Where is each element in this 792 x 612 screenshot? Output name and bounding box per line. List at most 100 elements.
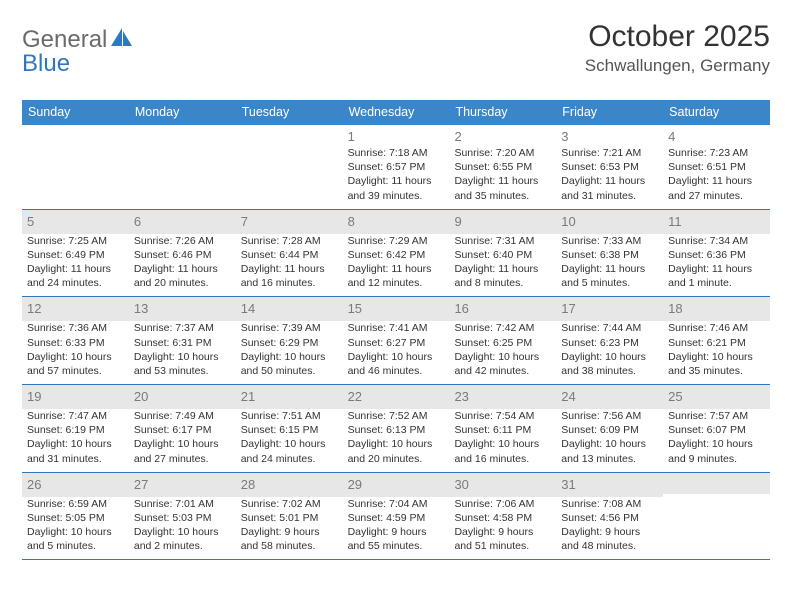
sunset-text: Sunset: 6:07 PM <box>668 423 765 437</box>
day-info: Sunrise: 7:01 AMSunset: 5:03 PMDaylight:… <box>134 497 231 554</box>
month-title: October 2025 <box>585 20 770 54</box>
daylight-text: Daylight: 10 hours and 35 minutes. <box>668 350 765 378</box>
sunrise-text: Sunrise: 6:59 AM <box>27 497 124 511</box>
week-row: 19Sunrise: 7:47 AMSunset: 6:19 PMDayligh… <box>22 385 770 473</box>
daylight-text: Daylight: 10 hours and 53 minutes. <box>134 350 231 378</box>
daylight-text: Daylight: 11 hours and 1 minute. <box>668 262 765 290</box>
day-number: 23 <box>454 387 551 404</box>
title-block: October 2025 Schwallungen, Germany <box>585 20 770 76</box>
sunrise-text: Sunrise: 7:26 AM <box>134 234 231 248</box>
day-number: 25 <box>668 387 765 404</box>
calendar-cell: 15Sunrise: 7:41 AMSunset: 6:27 PMDayligh… <box>343 297 450 384</box>
daylight-text: Daylight: 11 hours and 31 minutes. <box>561 174 658 202</box>
day-number: 13 <box>134 299 231 316</box>
day-number: 4 <box>668 127 765 144</box>
sunset-text: Sunset: 6:42 PM <box>348 248 445 262</box>
sunset-text: Sunset: 6:46 PM <box>134 248 231 262</box>
sunset-text: Sunset: 5:05 PM <box>27 511 124 525</box>
day-header: Saturday <box>663 100 770 125</box>
day-number: 26 <box>27 475 124 492</box>
sunrise-text: Sunrise: 7:41 AM <box>348 321 445 335</box>
daylight-text: Daylight: 10 hours and 24 minutes. <box>241 437 338 465</box>
day-info: Sunrise: 7:39 AMSunset: 6:29 PMDaylight:… <box>241 321 338 378</box>
calendar-cell: 10Sunrise: 7:33 AMSunset: 6:38 PMDayligh… <box>556 210 663 297</box>
sunset-text: Sunset: 4:59 PM <box>348 511 445 525</box>
sunset-text: Sunset: 6:51 PM <box>668 160 765 174</box>
sunrise-text: Sunrise: 7:54 AM <box>454 409 551 423</box>
sunset-text: Sunset: 6:23 PM <box>561 336 658 350</box>
sunrise-text: Sunrise: 7:57 AM <box>668 409 765 423</box>
sunrise-text: Sunrise: 7:23 AM <box>668 146 765 160</box>
daylight-text: Daylight: 11 hours and 20 minutes. <box>134 262 231 290</box>
daylight-text: Daylight: 10 hours and 38 minutes. <box>561 350 658 378</box>
week-row: 5Sunrise: 7:25 AMSunset: 6:49 PMDaylight… <box>22 210 770 298</box>
daylight-text: Daylight: 9 hours and 51 minutes. <box>454 525 551 553</box>
calendar-cell: 20Sunrise: 7:49 AMSunset: 6:17 PMDayligh… <box>129 385 236 472</box>
calendar-cell <box>236 125 343 209</box>
sunrise-text: Sunrise: 7:21 AM <box>561 146 658 160</box>
day-number: 24 <box>561 387 658 404</box>
sunset-text: Sunset: 6:31 PM <box>134 336 231 350</box>
sunset-text: Sunset: 5:01 PM <box>241 511 338 525</box>
day-info: Sunrise: 6:59 AMSunset: 5:05 PMDaylight:… <box>27 497 124 554</box>
day-info: Sunrise: 7:56 AMSunset: 6:09 PMDaylight:… <box>561 409 658 466</box>
daylight-text: Daylight: 11 hours and 5 minutes. <box>561 262 658 290</box>
day-number: 14 <box>241 299 338 316</box>
calendar-cell: 11Sunrise: 7:34 AMSunset: 6:36 PMDayligh… <box>663 210 770 297</box>
day-info: Sunrise: 7:02 AMSunset: 5:01 PMDaylight:… <box>241 497 338 554</box>
day-number: 18 <box>668 299 765 316</box>
daylight-text: Daylight: 11 hours and 27 minutes. <box>668 174 765 202</box>
calendar-cell <box>663 473 770 560</box>
day-info: Sunrise: 7:31 AMSunset: 6:40 PMDaylight:… <box>454 234 551 291</box>
day-number: 6 <box>134 212 231 229</box>
calendar-cell <box>129 125 236 209</box>
sunset-text: Sunset: 6:57 PM <box>348 160 445 174</box>
daylight-text: Daylight: 11 hours and 39 minutes. <box>348 174 445 202</box>
daylight-text: Daylight: 11 hours and 35 minutes. <box>454 174 551 202</box>
week-row: 1Sunrise: 7:18 AMSunset: 6:57 PMDaylight… <box>22 125 770 210</box>
sunrise-text: Sunrise: 7:25 AM <box>27 234 124 248</box>
calendar-cell: 18Sunrise: 7:46 AMSunset: 6:21 PMDayligh… <box>663 297 770 384</box>
calendar-cell: 24 Sunrise: 7:56 AMSunset: 6:09 PMDayligh… <box>556 385 663 472</box>
calendar-cell: 1Sunrise: 7:18 AMSunset: 6:57 PMDaylight… <box>343 125 450 209</box>
day-info: Sunrise: 7:29 AMSunset: 6:42 PMDaylight:… <box>348 234 445 291</box>
calendar-cell: 31Sunrise: 7:08 AMSunset: 4:56 PMDayligh… <box>556 473 663 560</box>
calendar-cell: 13Sunrise: 7:37 AMSunset: 6:31 PMDayligh… <box>129 297 236 384</box>
week-row: 12Sunrise: 7:36 AMSunset: 6:33 PMDayligh… <box>22 297 770 385</box>
day-info: Sunrise: 7:52 AMSunset: 6:13 PMDaylight:… <box>348 409 445 466</box>
calendar-cell: 29Sunrise: 7:04 AMSunset: 4:59 PMDayligh… <box>343 473 450 560</box>
day-number: 28 <box>241 475 338 492</box>
daylight-text: Daylight: 9 hours and 48 minutes. <box>561 525 658 553</box>
day-number: 8 <box>348 212 445 229</box>
calendar: SundayMondayTuesdayWednesdayThursdayFrid… <box>22 100 770 560</box>
sunrise-text: Sunrise: 7:18 AM <box>348 146 445 160</box>
day-info: Sunrise: 7:25 AMSunset: 6:49 PMDaylight:… <box>27 234 124 291</box>
sunset-text: Sunset: 6:17 PM <box>134 423 231 437</box>
calendar-cell: 26 Sunrise: 6:59 AMSunset: 5:05 PMDayligh… <box>22 473 129 560</box>
sunset-text: Sunset: 6:29 PM <box>241 336 338 350</box>
weeks-container: 1Sunrise: 7:18 AMSunset: 6:57 PMDaylight… <box>22 125 770 560</box>
day-number: 15 <box>348 299 445 316</box>
day-number: 12 <box>27 299 124 316</box>
day-info: Sunrise: 7:21 AMSunset: 6:53 PMDaylight:… <box>561 146 658 203</box>
daylight-text: Daylight: 10 hours and 50 minutes. <box>241 350 338 378</box>
calendar-cell: 23Sunrise: 7:54 AMSunset: 6:11 PMDayligh… <box>449 385 556 472</box>
day-info: Sunrise: 7:47 AMSunset: 6:19 PMDaylight:… <box>27 409 124 466</box>
sunrise-text: Sunrise: 7:36 AM <box>27 321 124 335</box>
sunrise-text: Sunrise: 7:52 AM <box>348 409 445 423</box>
calendar-cell: 3Sunrise: 7:21 AMSunset: 6:53 PMDaylight… <box>556 125 663 209</box>
day-number: 16 <box>454 299 551 316</box>
sunrise-text: Sunrise: 7:34 AM <box>668 234 765 248</box>
day-header: Thursday <box>449 100 556 125</box>
sunset-text: Sunset: 6:44 PM <box>241 248 338 262</box>
calendar-cell: 16Sunrise: 7:42 AMSunset: 6:25 PMDayligh… <box>449 297 556 384</box>
sunrise-text: Sunrise: 7:47 AM <box>27 409 124 423</box>
sunrise-text: Sunrise: 7:44 AM <box>561 321 658 335</box>
daylight-text: Daylight: 11 hours and 16 minutes. <box>241 262 338 290</box>
day-info: Sunrise: 7:20 AMSunset: 6:55 PMDaylight:… <box>454 146 551 203</box>
sunrise-text: Sunrise: 7:08 AM <box>561 497 658 511</box>
daylight-text: Daylight: 10 hours and 46 minutes. <box>348 350 445 378</box>
day-number: 10 <box>561 212 658 229</box>
sunset-text: Sunset: 5:03 PM <box>134 511 231 525</box>
calendar-cell: 25Sunrise: 7:57 AMSunset: 6:07 PMDayligh… <box>663 385 770 472</box>
